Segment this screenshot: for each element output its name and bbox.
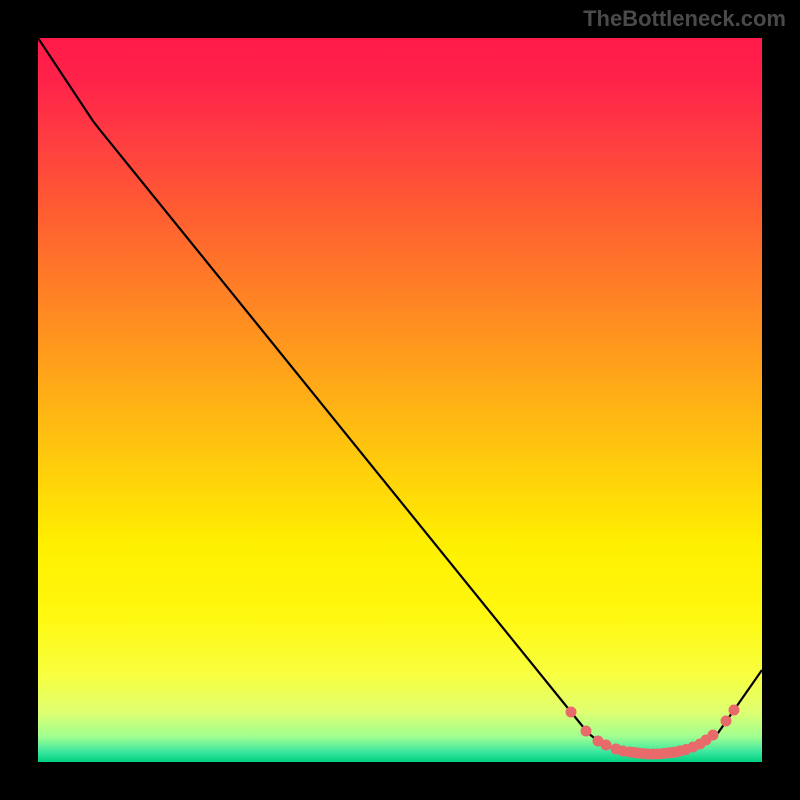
curve-marker <box>566 707 576 717</box>
curve-marker <box>581 726 591 736</box>
curve-marker <box>721 716 731 726</box>
curve-marker <box>601 740 611 750</box>
plot-area <box>38 38 762 762</box>
gradient-background <box>38 38 762 762</box>
curve-marker <box>729 705 739 715</box>
watermark-text: TheBottleneck.com <box>583 6 786 32</box>
curve-marker <box>708 730 718 740</box>
chart-container: { "watermark": { "text": "TheBottleneck.… <box>0 0 800 800</box>
